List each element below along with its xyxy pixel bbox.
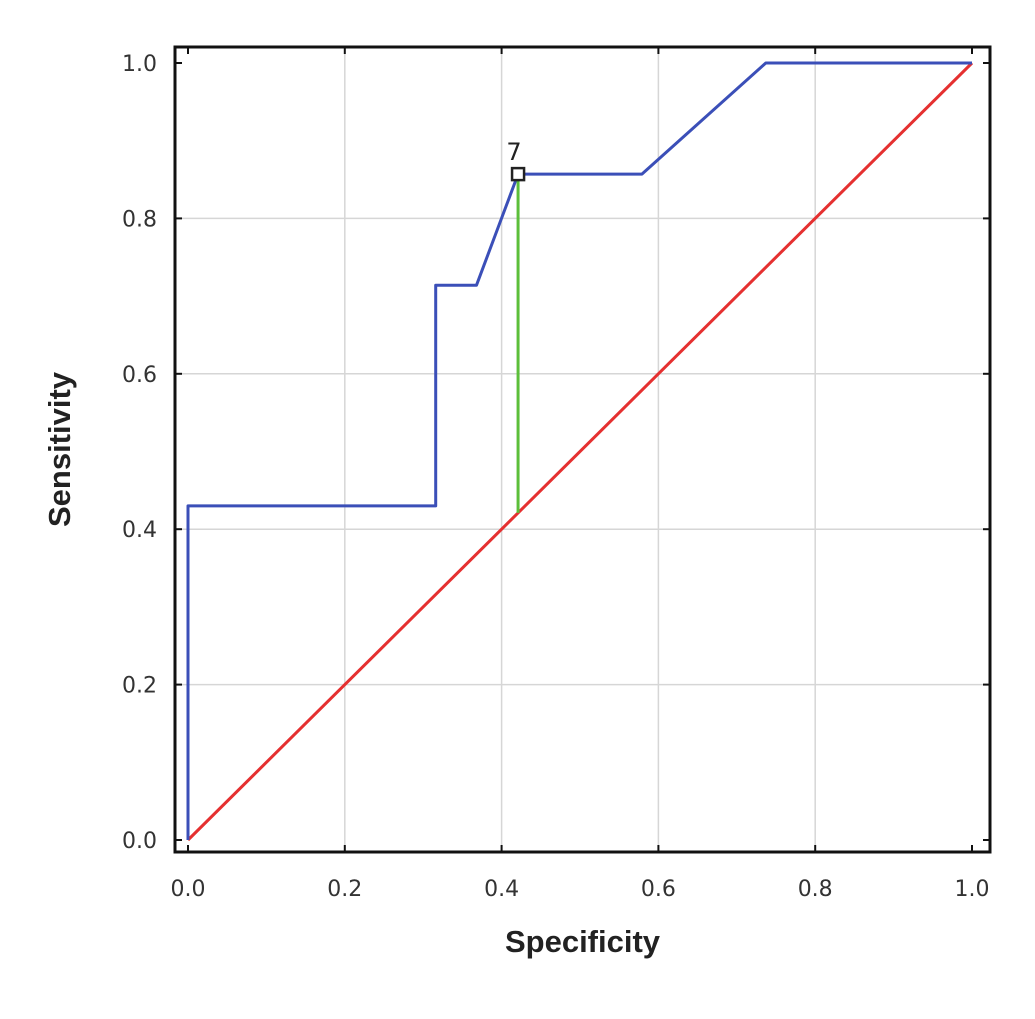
roc-curve-line <box>186 61 972 840</box>
y-tick-label: 0.2 <box>122 674 157 699</box>
x-tick-label: 0.6 <box>641 877 676 902</box>
tick-layer: 0.0 0.2 0.4 0.6 0.8 1.0 0.0 0.2 0.4 0.6 0.8 1.0 <box>122 47 990 902</box>
annotation-layer: 7 <box>506 138 526 513</box>
grid-lines <box>175 47 990 852</box>
x-axis-title: Specificity <box>505 924 661 959</box>
x-tick-label: 1.0 <box>955 877 990 902</box>
x-tick-label: 0.4 <box>484 877 519 902</box>
x-tick-label: 0.8 <box>798 877 833 902</box>
y-tick-label: 1.0 <box>122 52 157 77</box>
plot-frame <box>173 45 992 854</box>
series-layer <box>186 61 974 842</box>
y-axis-title: Sensitivity <box>42 371 77 527</box>
y-tick-label: 0.0 <box>122 829 157 854</box>
cut-point-marker <box>510 166 526 182</box>
cut-point-label: 7 <box>506 138 521 166</box>
reference-diagonal-line <box>186 61 974 842</box>
y-tick-label: 0.4 <box>122 518 157 543</box>
x-tick-label: 0.2 <box>327 877 362 902</box>
y-tick-label: 0.6 <box>122 363 157 388</box>
x-tick-label: 0.0 <box>171 877 206 902</box>
y-tick-label: 0.8 <box>122 207 157 232</box>
